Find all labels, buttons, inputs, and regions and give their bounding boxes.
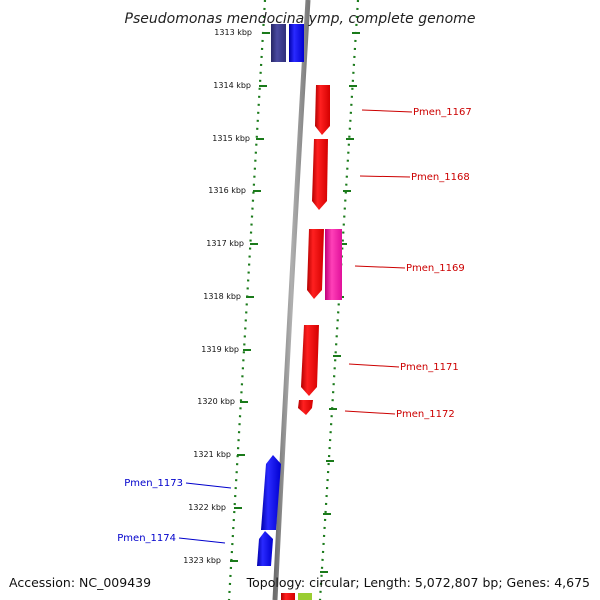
tick-label: 1313 kbp [214,28,252,37]
tick-label: 1318 kbp [203,292,241,301]
tick-label: 1314 kbp [213,81,251,90]
gene-label-pmen-1172[interactable]: Pmen_1172 [396,409,455,420]
gene-pmen-1173[interactable] [261,455,281,530]
gene-dark[interactable] [271,24,286,62]
gene-label-pmen-1173[interactable]: Pmen_1173 [124,478,183,489]
tick-label: 1317 kbp [206,239,244,248]
gene-label-pmen-1167[interactable]: Pmen_1167 [413,107,472,118]
tick-label: 1320 kbp [197,397,235,406]
tick-label: 1315 kbp [212,134,250,143]
gene-bottom-green[interactable] [298,593,312,600]
gene-pmen-1167[interactable] [315,85,330,135]
gene-pmen-1172[interactable] [298,400,313,415]
tick-label: 1322 kbp [188,503,226,512]
accession-text: Accession: NC_009439 [9,575,151,590]
gene-pmen-1168[interactable] [312,139,328,210]
gene-bottom-red[interactable] [281,593,295,600]
gene-blue-top[interactable] [289,24,304,62]
tick-label: 1321 kbp [193,450,231,459]
gene-pmen-1171[interactable] [301,325,319,396]
gene-label-pmen-1174[interactable]: Pmen_1174 [117,533,176,544]
tick-label: 1319 kbp [201,345,239,354]
inner-major-ticks [230,32,270,562]
gene-leader-lines [178,109,413,544]
kbp-tick-labels: 1313 kbp 1314 kbp 1315 kbp 1316 kbp 1317… [183,28,252,565]
gene-label-pmen-1171[interactable]: Pmen_1171 [400,362,459,373]
tick-label: 1323 kbp [183,556,221,565]
gene-pmen-1169-red[interactable] [307,229,324,299]
gene-pmen-1169-rna[interactable] [325,229,342,300]
genome-backbone [272,0,311,600]
gene-pmen-1174[interactable] [257,531,273,566]
gene-label-pmen-1168[interactable]: Pmen_1168 [411,172,470,183]
tick-label: 1316 kbp [208,186,246,195]
gene-label-pmen-1169[interactable]: Pmen_1169 [406,263,465,274]
genome-summary-text: Topology: circular; Length: 5,072,807 bp… [246,575,590,590]
map-title: Pseudomonas mendocina ymp, complete geno… [125,11,476,27]
